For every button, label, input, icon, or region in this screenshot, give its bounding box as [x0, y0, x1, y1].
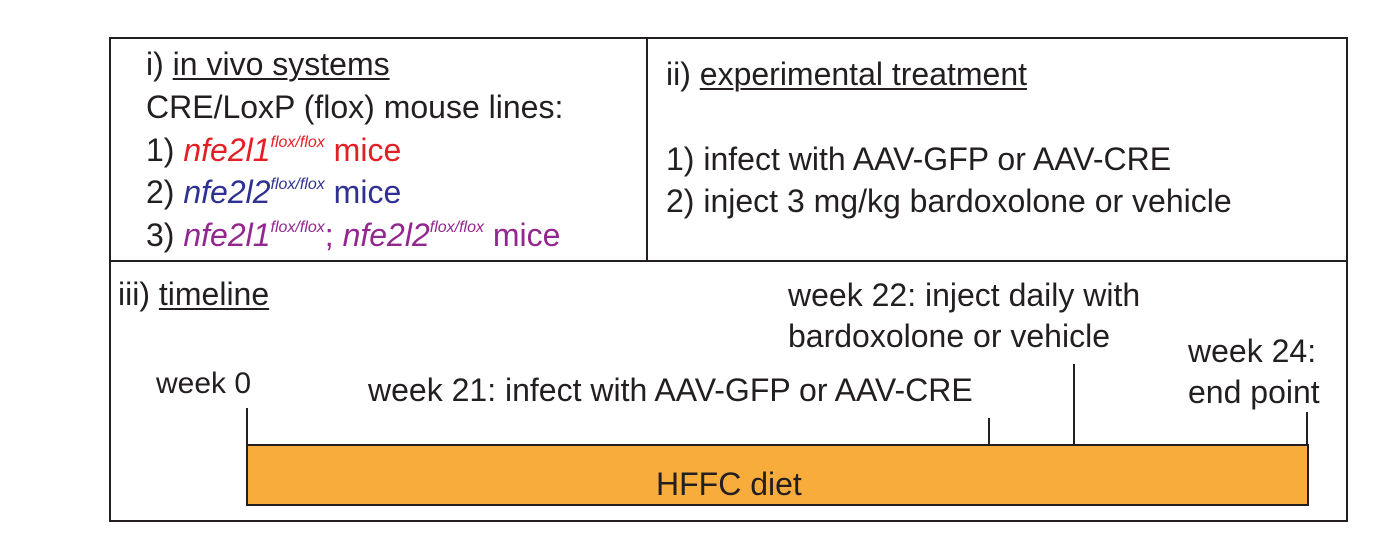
- mouse-line-2-gene: nfe2l2: [183, 174, 271, 210]
- mouse-line-3-sup2: flox/flox: [429, 219, 484, 236]
- mouse-line-2: 2) nfe2l2flox/flox mice: [146, 176, 401, 208]
- panel-ii-heading-text: experimental treatment: [699, 56, 1028, 92]
- week0-label: week 0: [156, 367, 252, 400]
- panel-iii-heading-text: timeline: [158, 276, 270, 312]
- mouse-line-3-gene2: nfe2l2: [342, 217, 430, 253]
- week22-tick: [1073, 364, 1075, 446]
- week24-label-line1: week 24:: [1188, 333, 1317, 369]
- panel-ii-heading-num: ii): [666, 56, 691, 92]
- panel-i-heading: i) in vivo systems: [146, 48, 390, 80]
- week24-label-line2: end point: [1188, 374, 1320, 410]
- panel-iii-box: [109, 260, 1348, 522]
- mouse-line-3: 3) nfe2l1flox/flox; nfe2l2flox/flox mice: [146, 219, 560, 251]
- mouse-line-1-sup: flox/flox: [270, 134, 325, 151]
- mouse-line-1-suffix: mice: [333, 132, 402, 168]
- week21-tick: [988, 418, 990, 446]
- mouse-line-3-num: 3): [146, 217, 175, 253]
- panel-i-heading-text: in vivo systems: [172, 46, 390, 82]
- hffc-diet-bar: HFFC diet: [246, 444, 1309, 506]
- mouse-line-1-gene: nfe2l1: [183, 132, 271, 168]
- week22-label-line1: week 22: inject daily with: [788, 277, 1141, 313]
- mouse-line-1: 1) nfe2l1flox/flox mice: [146, 134, 401, 166]
- week0-tick: [246, 408, 248, 446]
- panel-ii-heading: ii) experimental treatment: [666, 58, 1027, 90]
- week24-tick: [1306, 412, 1308, 446]
- week22-label-line2: bardoxolone or vehicle: [788, 318, 1110, 354]
- week21-label: week 21: infect with AAV-GFP or AAV-CRE: [368, 372, 973, 408]
- mouse-line-3-gene1: nfe2l1: [183, 217, 271, 253]
- mouse-line-3-suffix: mice: [492, 217, 561, 253]
- mouse-line-2-suffix: mice: [333, 174, 402, 210]
- mouse-line-1-num: 1): [146, 132, 175, 168]
- treatment-item-2: 2) inject 3 mg/kg bardoxolone or vehicle: [666, 183, 1232, 219]
- panel-iii-heading: iii) timeline: [118, 278, 269, 310]
- mouse-line-3-sup1: flox/flox: [270, 219, 325, 236]
- mouse-line-3-sep: ;: [324, 217, 334, 253]
- treatment-item-1: 1) infect with AAV-GFP or AAV-CRE: [666, 141, 1172, 177]
- panel-i-subheading: CRE/LoxP (flox) mouse lines:: [146, 89, 564, 125]
- panel-iii-heading-num: iii): [118, 276, 150, 312]
- hffc-diet-label: HFFC diet: [656, 466, 802, 502]
- mouse-line-2-sup: flox/flox: [270, 176, 325, 193]
- mouse-line-2-num: 2): [146, 174, 175, 210]
- panel-i-heading-num: i): [146, 46, 164, 82]
